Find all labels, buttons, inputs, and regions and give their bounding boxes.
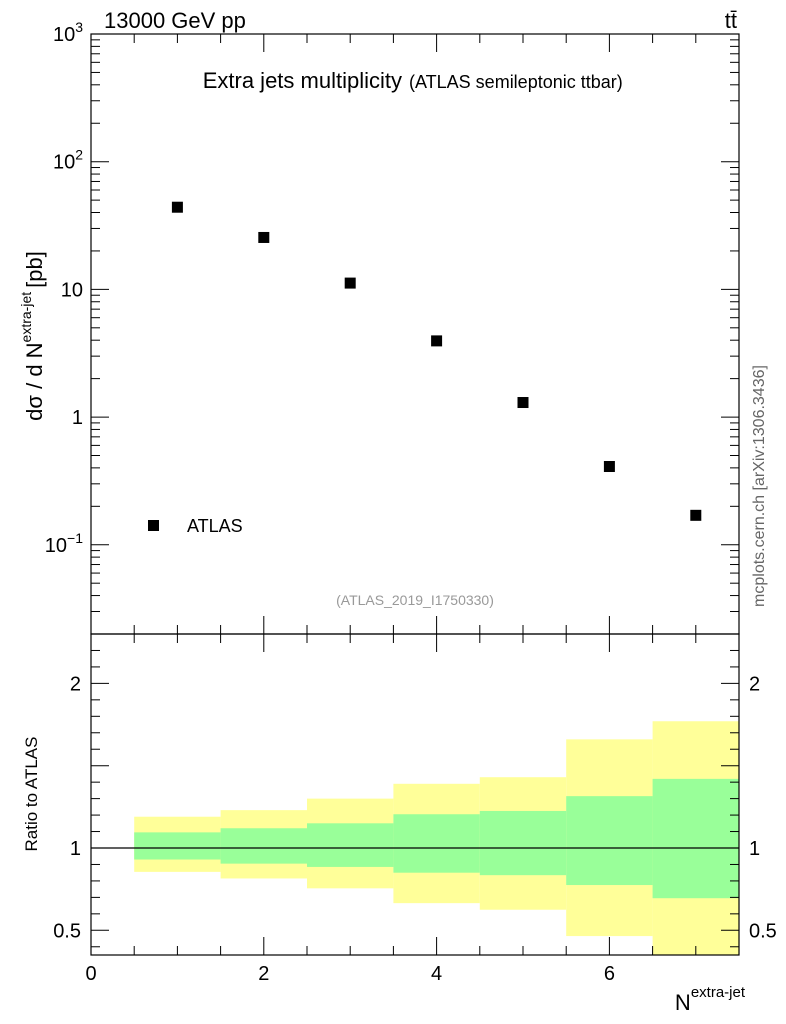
ylabel-unit: [pb] xyxy=(22,251,47,288)
ratio-y-tick-label: 2 xyxy=(70,673,81,695)
ratio-y-tick-labels-left: 210.5 xyxy=(53,673,81,942)
legend-marker xyxy=(148,520,159,531)
y-tick-label-exp: −1 xyxy=(67,530,83,546)
analysis-tag: (ATLAS_2019_I1750330) xyxy=(336,592,494,608)
x-tick-label: 6 xyxy=(604,963,615,985)
ratio-bands xyxy=(134,721,739,955)
inner-band-bin xyxy=(652,778,739,899)
energy-label: 13000 GeV pp xyxy=(104,8,246,33)
ratio-y-tick-label: 1 xyxy=(749,838,760,860)
chart-title: Extra jets multiplicity xyxy=(203,68,402,93)
y-tick-label: 103 xyxy=(53,19,83,46)
main-y-axis-label: dσ / d Nextra-jet [pb] xyxy=(18,251,47,421)
y-tick-label: 1 xyxy=(72,407,83,429)
y-tick-label-exp: 3 xyxy=(75,19,83,35)
inner-band-bin xyxy=(307,823,394,867)
xlabel-main: N xyxy=(675,990,691,1015)
y-tick-label-base: 1 xyxy=(72,407,83,429)
inner-band-bin xyxy=(134,832,221,860)
y-tick-label-base: 10 xyxy=(53,24,75,46)
process-label: tt̄ xyxy=(725,8,737,33)
inner-band-bin xyxy=(479,810,567,876)
inner-band-bin xyxy=(220,828,307,864)
side-label: mcplots.cern.ch [arXiv:1306.3436] xyxy=(751,365,768,607)
y-tick-label-base: 10 xyxy=(45,535,67,557)
x-tick-label: 4 xyxy=(431,963,442,985)
ratio-y-axis-label: Ratio to ATLAS xyxy=(22,737,41,852)
ratio-y-tick-label: 0.5 xyxy=(53,920,81,942)
data-point xyxy=(258,231,270,243)
y-tick-label-base: 10 xyxy=(61,279,83,301)
x-axis-label: Nextra-jet xyxy=(675,984,746,1015)
data-point xyxy=(690,509,702,521)
x-tick-labels: 0 2 4 6 xyxy=(85,963,615,985)
y-tick-label-exp: 2 xyxy=(75,147,83,163)
data-point xyxy=(171,201,183,213)
y-tick-label: 10−1 xyxy=(45,530,83,557)
y-tick-label-base: 10 xyxy=(53,152,75,174)
ratio-y-tick-label: 1 xyxy=(70,838,81,860)
ylabel-sup: extra-jet xyxy=(18,292,34,343)
data-point xyxy=(344,277,356,289)
data-point xyxy=(603,461,615,473)
inner-band-bin xyxy=(566,796,653,886)
ratio-frame xyxy=(90,633,740,956)
xlabel-sup: extra-jet xyxy=(691,984,746,1001)
ratio-y-tick-label: 2 xyxy=(749,673,760,695)
ratio-y-tick-labels-right: 210.5 xyxy=(749,673,777,942)
main-axis-ticks xyxy=(90,33,740,635)
x-tick-label: 0 xyxy=(85,963,96,985)
x-tick-label: 2 xyxy=(258,963,269,985)
ratio-y-tick-label: 0.5 xyxy=(749,920,777,942)
chart-subtitle: (ATLAS semileptonic ttbar) xyxy=(409,72,623,92)
main-frame xyxy=(90,33,740,635)
inner-band-bin xyxy=(393,814,480,873)
ylabel-main: dσ / d N xyxy=(22,342,47,420)
data-point xyxy=(517,397,529,409)
data-point xyxy=(431,335,443,347)
y-tick-label: 10 xyxy=(61,279,83,301)
y-tick-label: 102 xyxy=(53,147,83,174)
data-points xyxy=(171,201,702,521)
legend-label: ATLAS xyxy=(187,516,243,536)
